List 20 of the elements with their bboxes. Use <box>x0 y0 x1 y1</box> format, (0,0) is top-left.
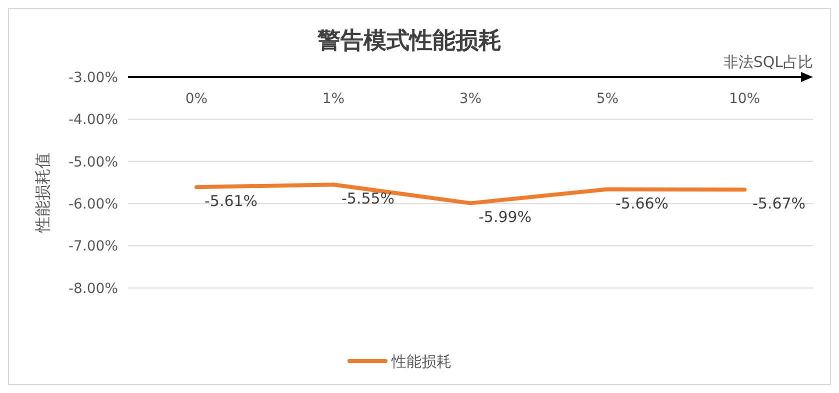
data-label: -5.66% <box>616 194 669 212</box>
x-tick-label: 1% <box>322 91 345 107</box>
y-tick-label: -8.00% <box>68 280 118 297</box>
x-tick-label: 5% <box>596 91 619 107</box>
data-label: -5.99% <box>478 208 532 226</box>
y-tick-label: -3.00% <box>68 70 118 86</box>
chart-title: 警告模式性能损耗 <box>316 28 502 54</box>
x-tick-label: 3% <box>459 91 482 107</box>
data-label: -5.67% <box>752 194 806 213</box>
data-label: -5.55% <box>342 190 395 208</box>
y-tick-label: -4.00% <box>68 112 118 128</box>
y-tick-label: -5.00% <box>68 154 118 170</box>
x-axis-title: 非法SQL占比 <box>723 53 813 71</box>
x-tick-label: 0% <box>185 91 208 107</box>
y-tick-label: -6.00% <box>68 196 118 212</box>
x-tick-label: 10% <box>728 91 760 107</box>
y-tick-label: -7.00% <box>68 238 118 255</box>
legend-label: 性能损耗 <box>390 352 452 370</box>
y-axis-title: 性能损耗值 <box>33 152 52 234</box>
data-label: -5.61% <box>204 192 258 210</box>
